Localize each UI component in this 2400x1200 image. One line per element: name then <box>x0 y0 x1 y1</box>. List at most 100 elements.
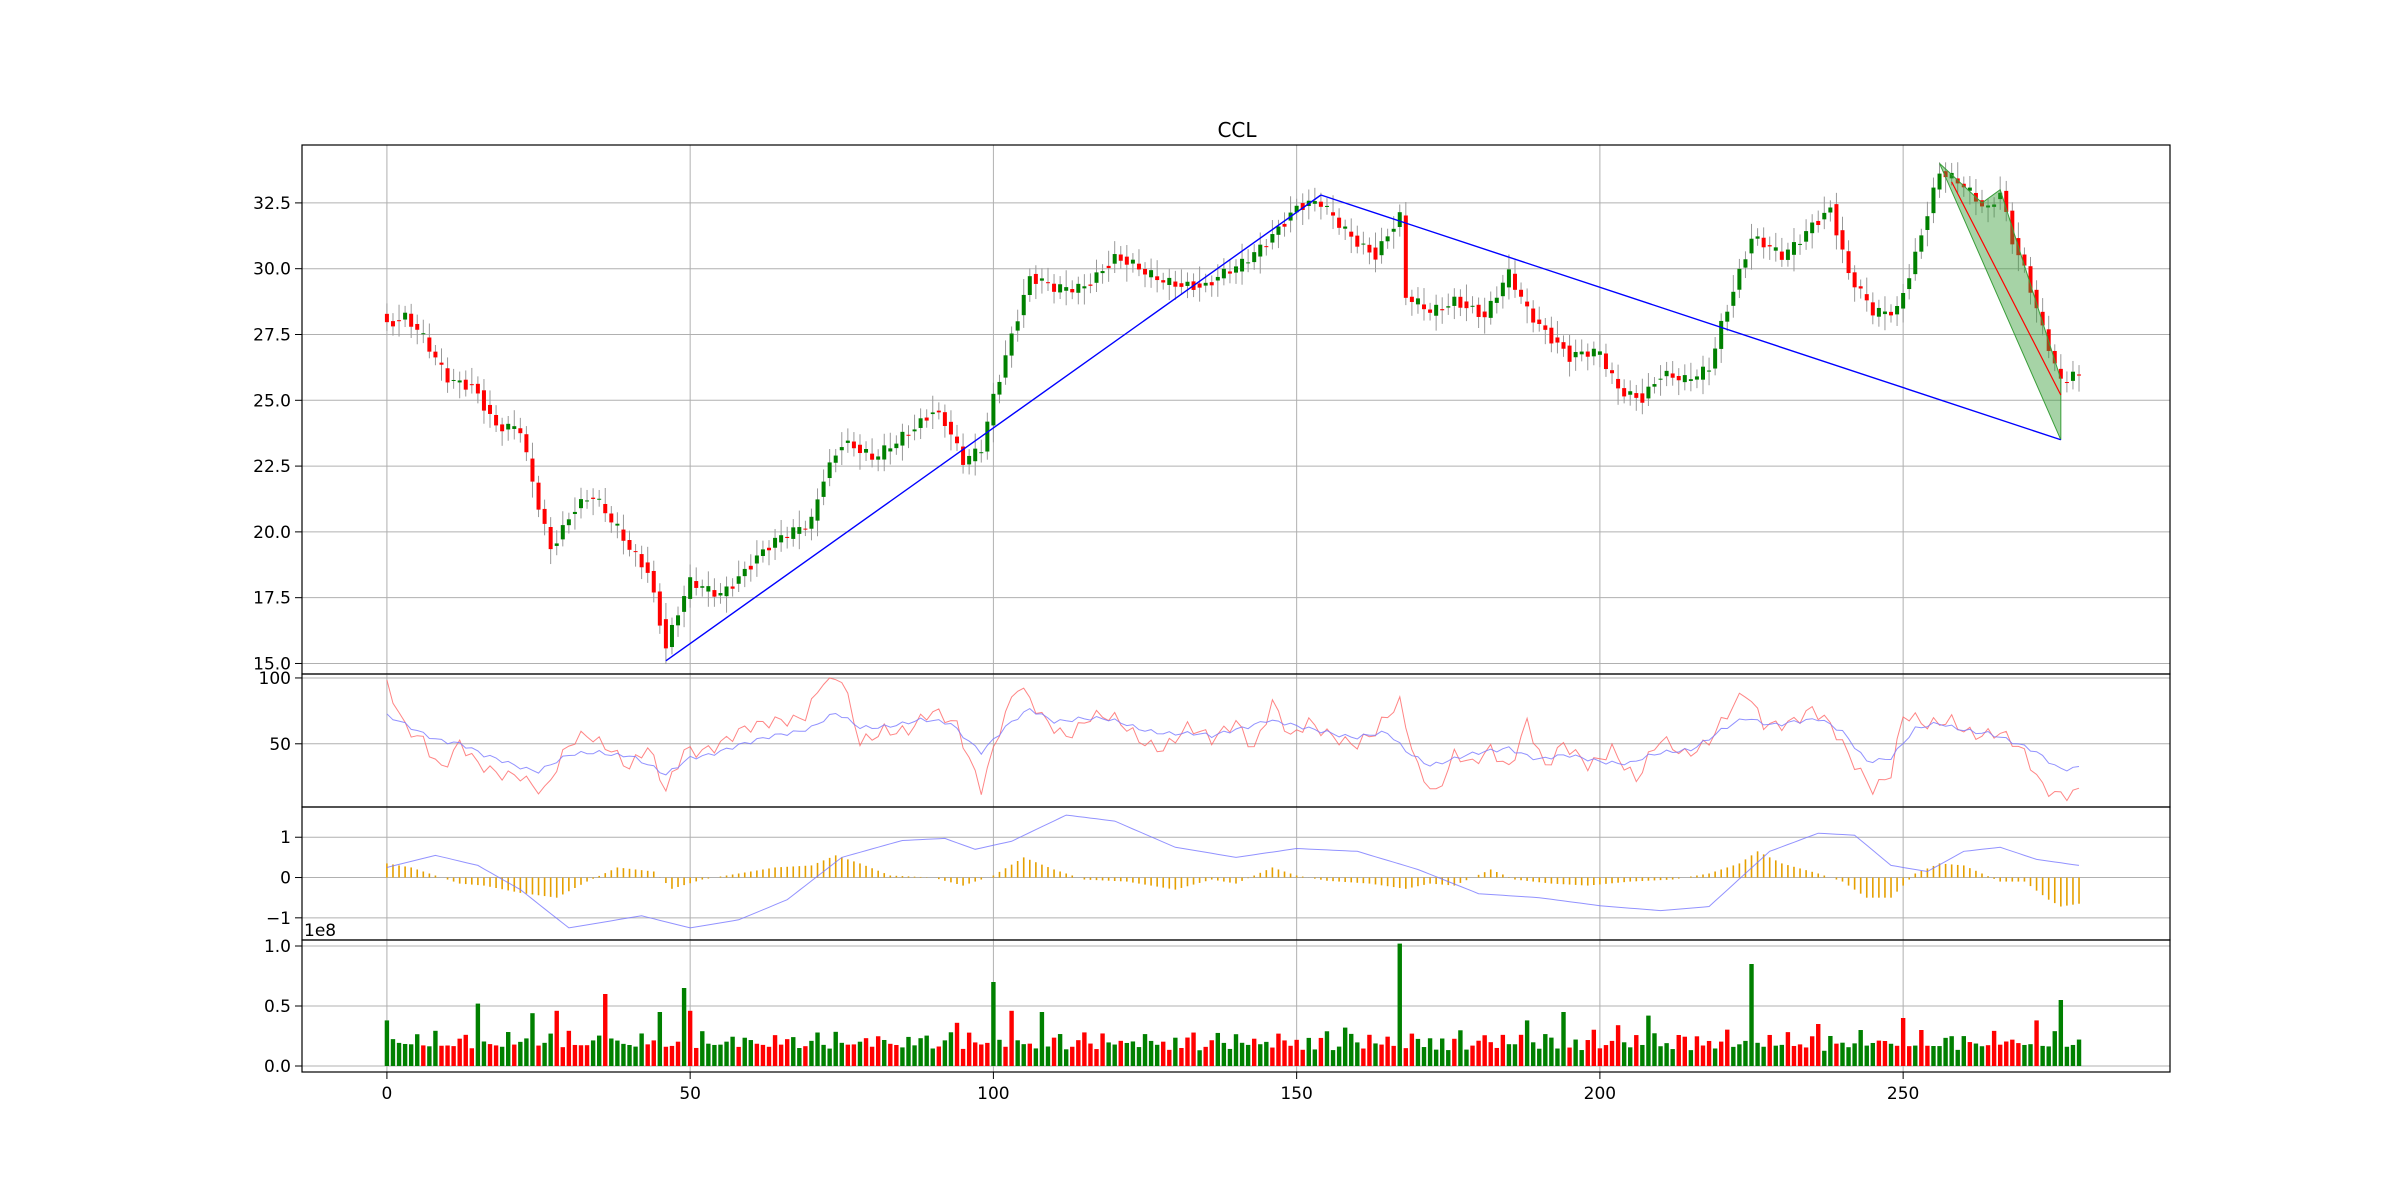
candle-down <box>494 415 499 426</box>
volume-bar <box>1828 1035 1833 1066</box>
volume-bar <box>384 1020 390 1066</box>
candle-up <box>1246 262 1251 264</box>
volume-bar <box>1894 1045 1900 1066</box>
volume-bar <box>402 1043 408 1066</box>
candle-up <box>773 537 778 548</box>
volume-bar <box>2004 1041 2009 1066</box>
candle-down <box>1136 263 1141 270</box>
candle-down <box>1622 388 1627 397</box>
volume-bar <box>1543 1034 1548 1066</box>
volume-bar <box>1409 1033 1415 1066</box>
volume-bar <box>645 1044 650 1066</box>
volume-bar <box>960 1048 966 1066</box>
candle-up <box>1130 259 1135 264</box>
candle-down <box>639 554 644 568</box>
volume-bar <box>481 1041 487 1066</box>
volume-bar <box>1870 1042 1876 1066</box>
volume-bar <box>572 1044 578 1066</box>
candle-up <box>554 543 559 546</box>
candle-down <box>445 368 450 383</box>
volume-bar <box>1185 1037 1190 1066</box>
volume-bar <box>1658 1046 1663 1066</box>
y-tick-label: 0.5 <box>264 997 291 1017</box>
candle-down <box>1409 296 1414 302</box>
volume-bar <box>1822 1050 1827 1066</box>
volume-bar <box>1943 1037 1948 1066</box>
candle-up <box>742 568 747 577</box>
volume-bar <box>760 1044 766 1066</box>
volume-bar <box>487 1044 493 1066</box>
volume-bar <box>1039 1012 1045 1066</box>
candle-down <box>694 581 699 588</box>
volume-bar <box>639 1033 644 1066</box>
candle-up <box>900 431 905 446</box>
volume-bar <box>1524 1020 1530 1066</box>
volume-bar <box>839 1042 844 1066</box>
candle-down <box>621 529 626 541</box>
volume-bar <box>1300 1049 1305 1066</box>
volume-bar <box>1949 1036 1954 1066</box>
candle-up <box>1082 286 1087 289</box>
candle-down <box>1889 311 1894 316</box>
volume-bar <box>1015 1040 1020 1066</box>
volume-bar <box>1142 1034 1148 1066</box>
candle-up <box>1725 311 1730 322</box>
volume-bar <box>1955 1049 1960 1066</box>
candle-down <box>1464 301 1469 309</box>
candle-up <box>1397 212 1402 227</box>
candle-up <box>1270 234 1275 243</box>
volume-bar <box>627 1045 632 1066</box>
volume-bar <box>827 1048 832 1066</box>
volume-bar <box>1725 1029 1730 1066</box>
volume-bar <box>1712 1048 1718 1066</box>
candle-up <box>597 498 602 500</box>
volume-bar <box>1925 1045 1930 1066</box>
macd-line <box>386 814 2080 929</box>
candle-down <box>1331 212 1336 216</box>
volume-bar <box>1191 1032 1196 1066</box>
candle-down <box>1603 353 1608 370</box>
volume-bar <box>700 1031 705 1066</box>
x-tick-label: 200 <box>1584 1084 1616 1104</box>
trend-line <box>665 194 1322 662</box>
volume-bar <box>1276 1033 1281 1066</box>
panel-frame <box>301 144 2171 675</box>
candle-down <box>1525 301 1530 307</box>
candle-up <box>1076 283 1081 293</box>
pattern-fill <box>1939 163 2062 440</box>
volume-bar <box>1027 1043 1032 1066</box>
volume-bar <box>1076 1040 1081 1066</box>
volume-bar <box>657 1012 663 1066</box>
candle-down <box>1155 276 1160 281</box>
volume-bar <box>1458 1030 1463 1066</box>
volume-bar <box>791 1037 796 1066</box>
candle-down <box>857 444 862 454</box>
y-tick-label: 20.0 <box>253 523 291 543</box>
candle-up <box>1804 231 1809 242</box>
candle-up <box>1913 251 1918 275</box>
candle-down <box>397 320 402 322</box>
volume-bar <box>578 1045 584 1066</box>
volume-bar <box>772 1035 778 1066</box>
candle-up <box>809 516 814 529</box>
volume-bar <box>736 1046 741 1066</box>
volume-bar <box>2064 1046 2070 1066</box>
volume-bar <box>421 1045 426 1066</box>
volume-bar <box>1561 1012 1566 1066</box>
volume-bar <box>1379 1044 1384 1066</box>
volume-bar <box>2070 1044 2076 1066</box>
volume-bar <box>2016 1043 2021 1066</box>
candle-up <box>1664 370 1669 377</box>
candle-up <box>1221 268 1226 279</box>
volume-bar <box>1045 1046 1051 1066</box>
volume-bar <box>1136 1047 1142 1066</box>
volume-bar <box>1640 1044 1645 1066</box>
candle-down <box>2004 190 2009 212</box>
candle-down <box>657 591 662 626</box>
volume-bar <box>1816 1024 1821 1066</box>
y-tick-label: 22.5 <box>253 457 291 477</box>
volume-bar <box>433 1030 438 1066</box>
volume-bar <box>2046 1046 2051 1066</box>
candle-up <box>1094 272 1099 283</box>
candle-down <box>936 410 941 413</box>
